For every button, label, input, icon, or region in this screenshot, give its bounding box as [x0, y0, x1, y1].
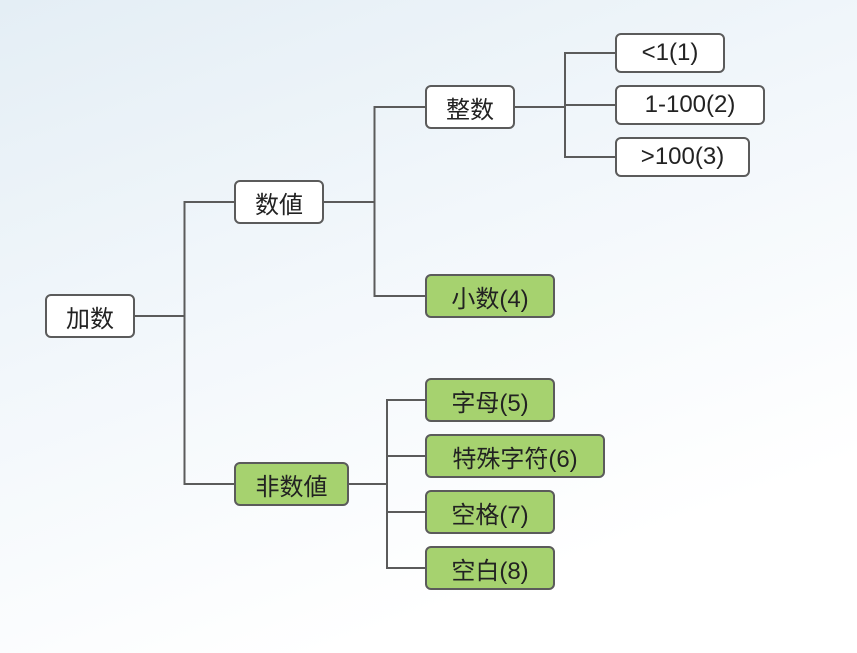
tree-node-special: 特殊字符(6): [425, 434, 605, 478]
tree-node-dec: 小数(4): [425, 274, 555, 318]
tree-node-lt1: <1(1): [615, 33, 725, 73]
tree-node-blank: 空白(8): [425, 546, 555, 590]
tree-node-r100: 1-100(2): [615, 85, 765, 125]
tree-node-nonnum: 非数値: [234, 462, 349, 506]
tree-node-int: 整数: [425, 85, 515, 129]
tree-node-alpha: 字母(5): [425, 378, 555, 422]
tree-node-num: 数値: [234, 180, 324, 224]
tree-node-root: 加数: [45, 294, 135, 338]
tree-node-gt100: >100(3): [615, 137, 750, 177]
tree-node-space: 空格(7): [425, 490, 555, 534]
